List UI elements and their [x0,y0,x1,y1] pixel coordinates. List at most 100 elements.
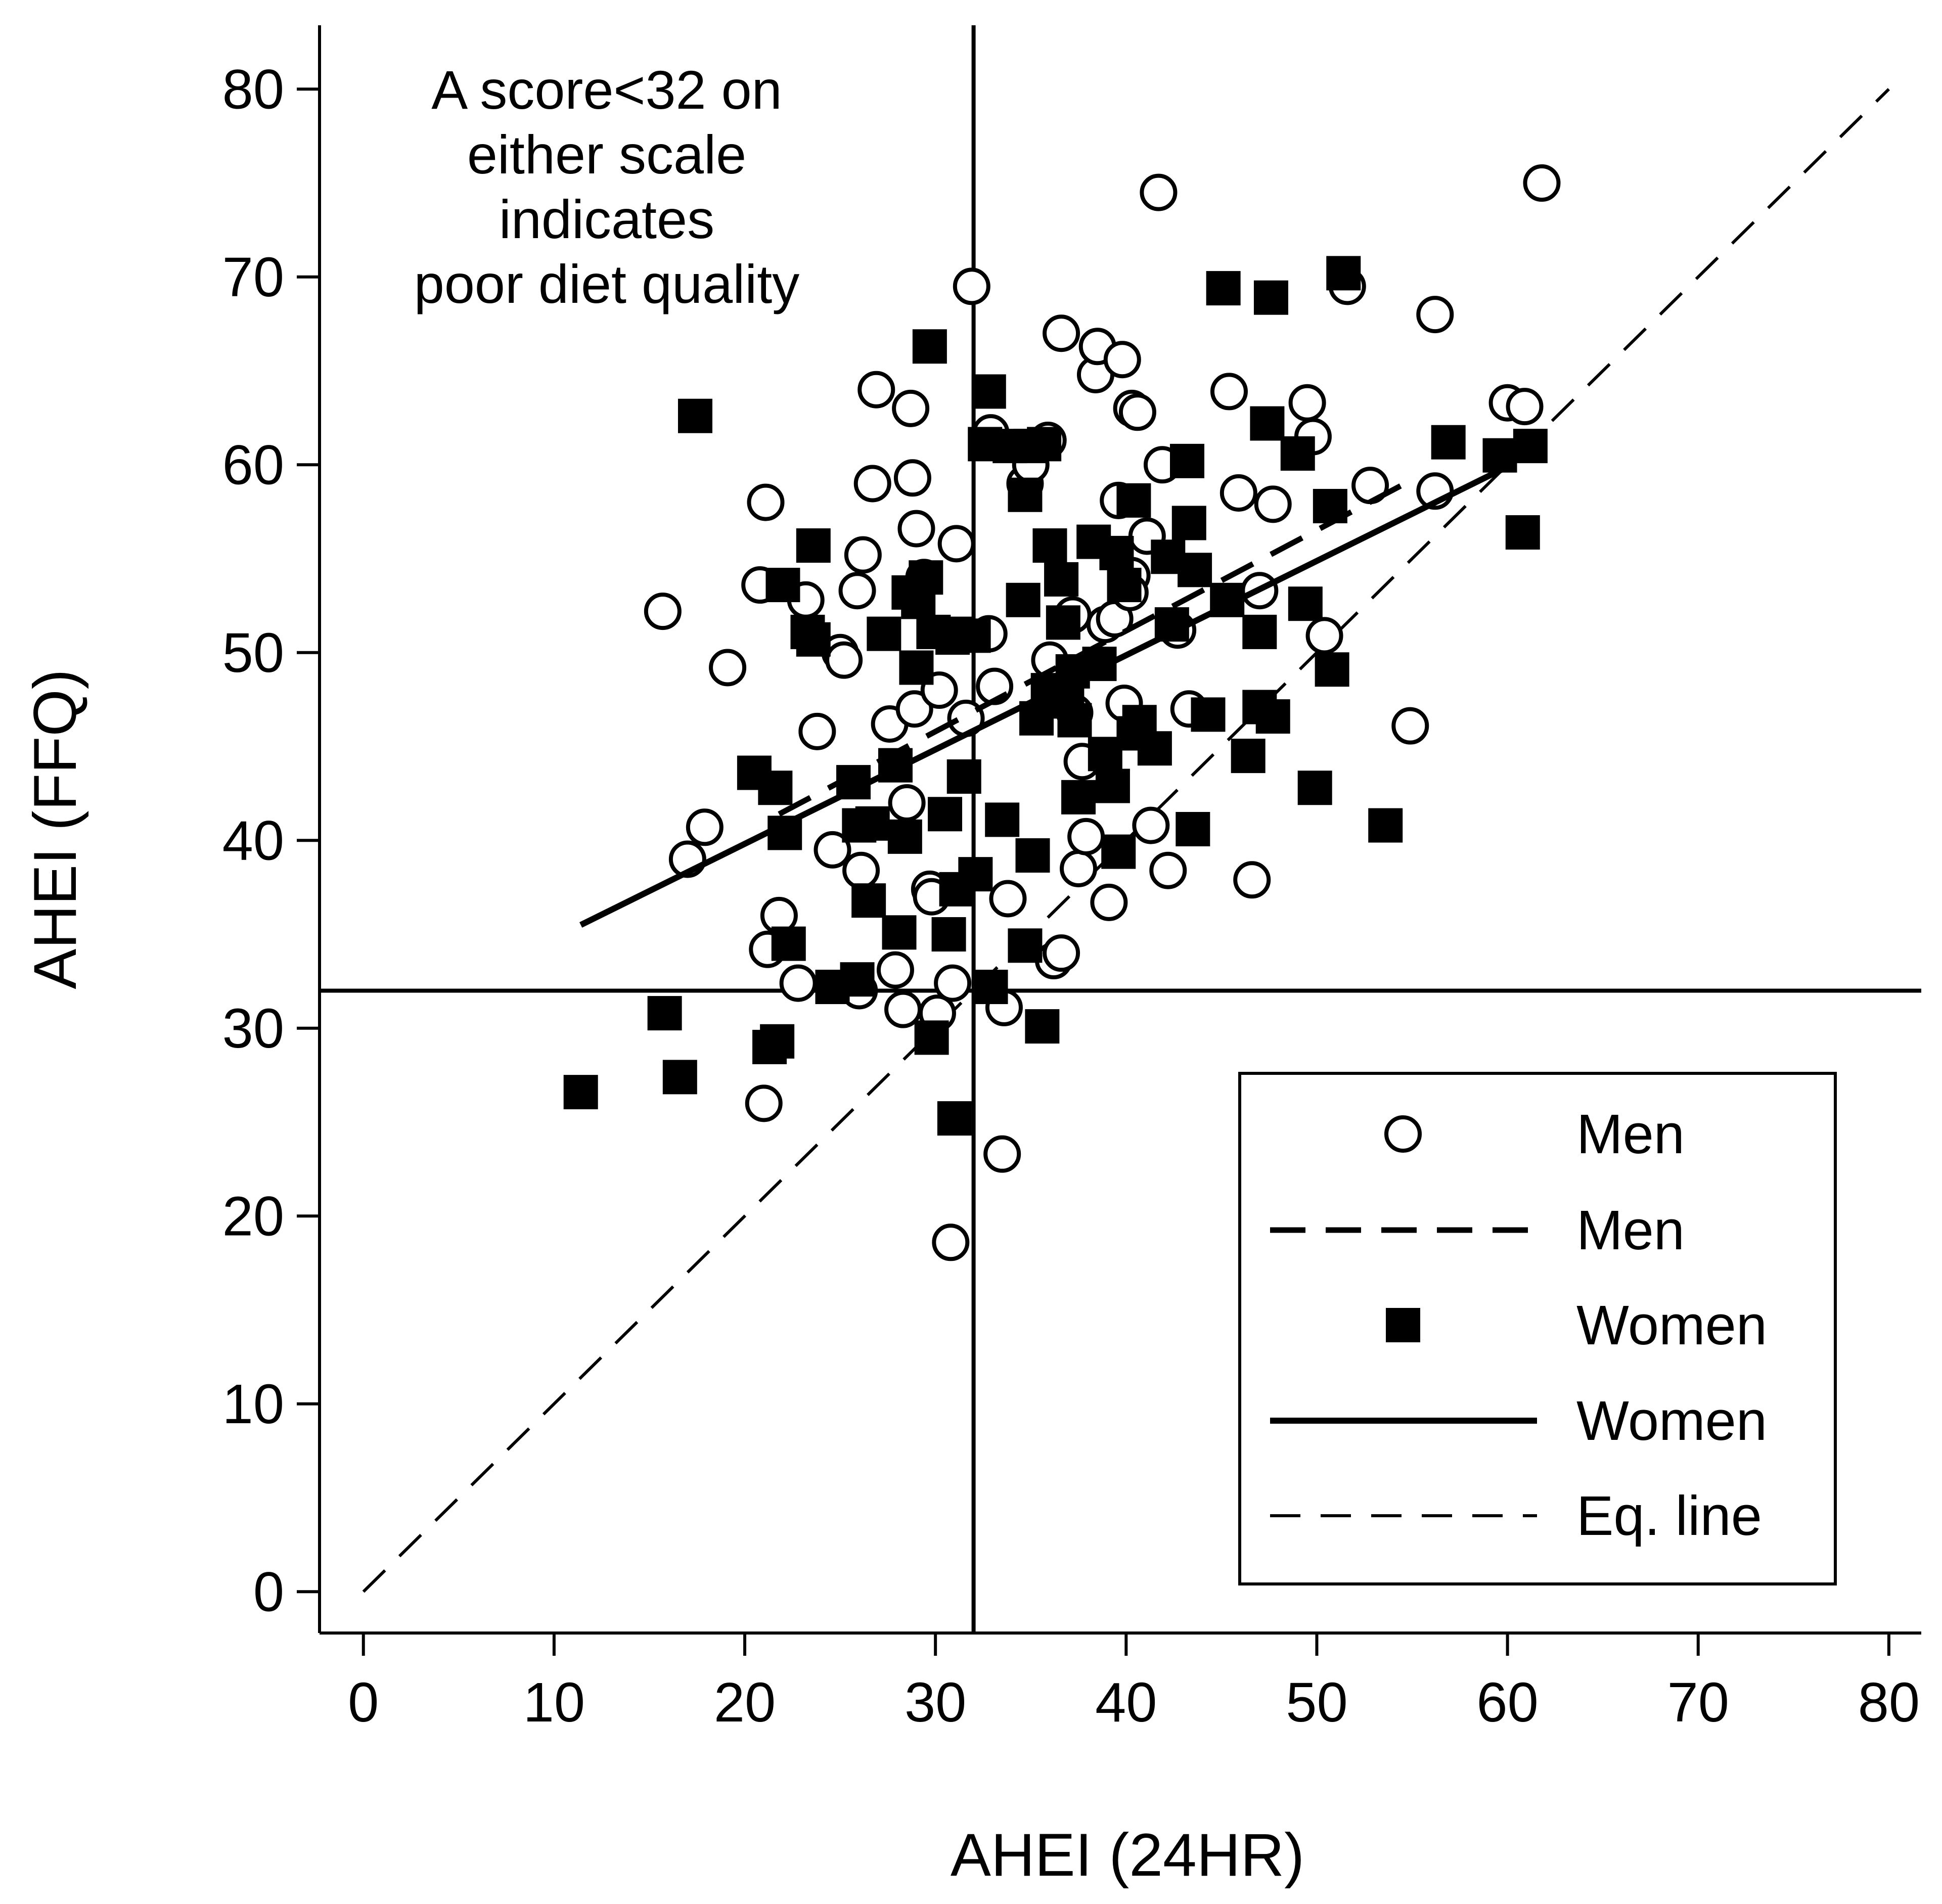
women-point [1008,928,1043,963]
x-axis-title: AHEI (24HR) [951,1821,1304,1889]
x-tick-label: 30 [905,1671,966,1734]
y-tick-label: 0 [253,1561,284,1623]
men-point [779,964,817,1002]
women-point [1008,477,1043,512]
women-fit-line [579,466,1505,928]
women-point [937,1101,972,1136]
women-point [867,616,901,651]
men-point [709,649,747,687]
annotation-line: A score<32 on [431,59,782,120]
women-point [1242,614,1277,649]
men-point [1523,164,1561,202]
women-point [1482,438,1517,473]
women-point [1253,280,1288,315]
annotation-line: indicates [499,189,714,250]
y-tick-label: 50 [222,622,284,684]
women-point [1046,605,1080,640]
women-point [971,374,1006,409]
women-point [1006,582,1041,617]
men-point [1149,851,1187,889]
men-point [1416,296,1454,334]
y-axis-title: AHEI (FFQ) [21,669,89,989]
women-point [855,806,890,841]
men-point [892,389,930,427]
men-point [1090,883,1128,921]
women-point [771,926,806,961]
x-tick-label: 70 [1667,1671,1729,1734]
women-point [1170,443,1204,478]
women-point [1107,568,1142,603]
women-point [1027,427,1062,462]
women-point [1137,731,1172,766]
women-point [946,759,981,794]
y-tick-label: 80 [222,58,284,120]
x-tick-label: 0 [348,1671,379,1734]
women-point [985,802,1020,837]
men-point [1043,934,1080,972]
women-point [1101,834,1136,869]
x-tick-label: 20 [714,1671,776,1734]
legend: Men Men Women Women Eq. line [1238,1072,1837,1585]
men-point [989,880,1027,918]
women-point [1255,699,1290,734]
women-point [1044,562,1079,597]
legend-label: Eq. line [1576,1485,1762,1547]
x-tick-label: 50 [1286,1671,1347,1734]
women-point [1057,703,1092,738]
men-point [953,267,990,305]
annotation-line: poor diet quality [414,253,800,314]
men-point [1254,485,1292,523]
women-point [887,819,922,854]
women-point [931,917,966,952]
women-point [912,329,947,364]
men-point [1288,384,1326,422]
women-point [1431,425,1466,460]
women-point [1326,256,1361,291]
men-point [893,459,931,497]
women-point [796,528,831,563]
men-point [853,465,891,503]
women-point [1368,808,1403,843]
x-tick-label: 40 [1095,1671,1157,1734]
men-point [644,593,682,630]
women-point [851,883,886,918]
y-tick-label: 60 [222,434,284,496]
women-point [1505,515,1540,550]
men-point [1305,617,1343,655]
x-tick-label: 60 [1476,1671,1538,1734]
men-point [932,1223,970,1261]
women-point [1171,506,1206,540]
women-point [1206,271,1241,306]
women-point [1032,528,1067,563]
women-point [1297,770,1332,805]
men-point [1103,341,1141,379]
annotation-line: either scale [467,124,746,185]
x-tick-label: 80 [1858,1671,1920,1734]
women-point [1315,652,1349,687]
women-point [760,1024,795,1059]
women-point [1099,535,1134,570]
women-point [1176,812,1210,846]
men-point [844,536,882,574]
women-point [758,770,793,805]
y-tick-label: 70 [222,246,284,308]
women-point [662,1060,697,1095]
legend-label: Women [1576,1390,1767,1452]
y-tick-label: 40 [222,809,284,872]
men-point [825,641,863,679]
legend-box [1238,1072,1837,1585]
women-point [1231,739,1266,774]
women-point [1025,1009,1060,1044]
women-point [647,996,682,1031]
men-point [857,371,895,409]
men-point [888,784,926,822]
women-point [563,1075,598,1110]
men-point [842,851,880,889]
men-point [983,1135,1021,1173]
women-point [1288,586,1323,621]
x-tick-label: 10 [523,1671,585,1734]
women-point [840,962,875,997]
men-point [1220,474,1257,512]
y-tick-label: 20 [222,1185,284,1247]
